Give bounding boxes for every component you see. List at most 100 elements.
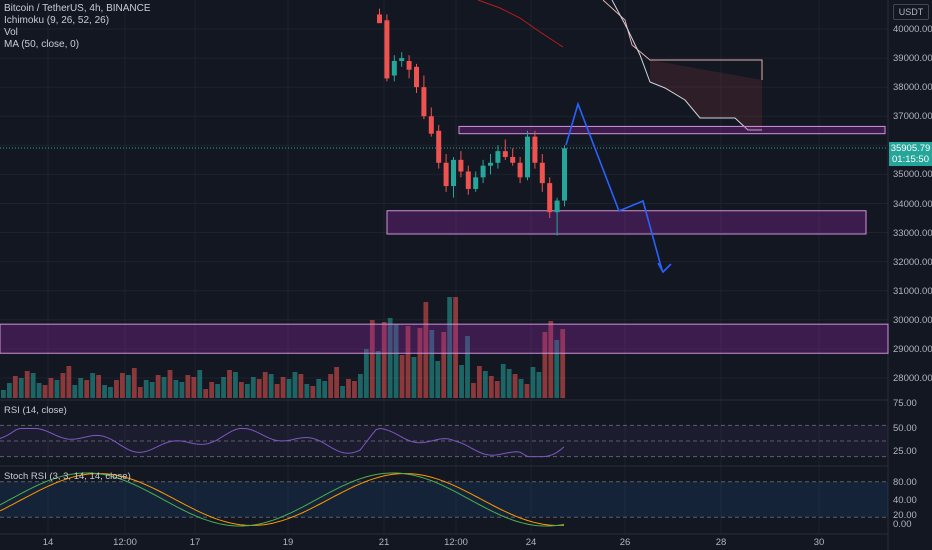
volume-bar: [477, 366, 482, 398]
candle-body: [458, 159, 464, 172]
volume-bar: [78, 378, 84, 398]
volume-bar: [215, 384, 220, 398]
price-tick-label: 30000.00: [893, 315, 932, 326]
volume-bar: [268, 374, 274, 398]
volume-bar: [358, 374, 363, 398]
candle-body: [502, 151, 508, 157]
volume-bar: [548, 321, 554, 398]
volume-bar: [280, 377, 286, 398]
candle-body: [451, 159, 456, 187]
stoch-band: [0, 481, 888, 518]
volume-bar: [512, 374, 518, 398]
volume-bar: [161, 377, 167, 398]
volume-bar: [191, 377, 197, 398]
legend-ichimoku[interactable]: Ichimoku (9, 26, 52, 26): [4, 15, 110, 26]
volume-bar: [66, 366, 72, 398]
time-axis: 14 12:00 17 19 21 12:00 24 26 28 30: [43, 537, 825, 548]
volume-bars: [1, 297, 566, 398]
volume-bar: [262, 372, 268, 398]
volume-bar: [334, 367, 339, 398]
stoch-tick-label: 80.00: [893, 477, 917, 488]
time-tick-label: 12:00: [113, 537, 137, 548]
volume-bar: [149, 382, 155, 398]
candle-body: [421, 87, 427, 117]
volume-bar: [536, 372, 542, 398]
volume-bar: [227, 370, 232, 398]
legend-ma[interactable]: MA (50, close, 0): [4, 39, 80, 50]
volume-bar: [96, 375, 101, 398]
volume-bar: [12, 376, 18, 398]
volume-bar: [465, 336, 470, 398]
price-tick-label: 34000.00: [893, 199, 932, 210]
volume-bar: [48, 378, 54, 398]
volume-bar: [488, 376, 494, 398]
time-tick-label: 14: [43, 537, 54, 548]
volume-bar: [322, 381, 328, 398]
volume-bar: [381, 322, 387, 398]
time-tick-label: 21: [379, 537, 390, 548]
last-price-tag: 35905.79 01:15:50: [889, 142, 932, 166]
volume-bar: [131, 368, 137, 398]
candle-body: [384, 20, 390, 79]
legend-vol[interactable]: Vol: [4, 27, 18, 38]
volume-bar: [102, 385, 107, 398]
currency-button[interactable]: USDT: [893, 4, 929, 20]
rsi-label[interactable]: RSI (14, close): [4, 405, 67, 416]
ma-50-line: [477, 0, 564, 48]
volume-bar: [399, 355, 405, 398]
candle-body: [488, 162, 493, 166]
candles: [377, 8, 567, 236]
volume-bar: [304, 384, 310, 398]
volume-bar: [114, 380, 119, 398]
candle-body: [473, 177, 479, 189]
candle-body: [547, 183, 553, 213]
volume-bar: [524, 384, 530, 398]
volume-bar: [108, 387, 113, 398]
legend-symbol[interactable]: Bitcoin / TetherUS, 4h, BINANCE: [4, 3, 151, 14]
time-tick-label: 12:00: [444, 537, 468, 548]
volume-bar: [500, 364, 506, 398]
volume-bar: [447, 297, 453, 398]
volume-bar: [203, 389, 209, 398]
volume-bar: [346, 379, 351, 398]
volume-bar: [340, 386, 345, 398]
volume-bar: [120, 373, 125, 398]
price-tick-label: 37000.00: [893, 111, 932, 122]
price-tick-label: 39000.00: [893, 53, 932, 64]
volume-bar: [197, 370, 203, 398]
price-tick-label: 29000.00: [893, 344, 932, 355]
volume-zone: [0, 323, 889, 354]
volume-bar: [506, 369, 512, 398]
time-tick-label: 24: [526, 537, 537, 548]
volume-bar: [72, 385, 78, 398]
stoch-tick-label: 40.00: [893, 495, 917, 506]
volume-bar: [185, 375, 191, 398]
volume-bar: [411, 357, 417, 398]
volume-bar: [530, 367, 536, 398]
volume-bar: [441, 332, 447, 398]
volume-bar: [24, 371, 30, 398]
volume-bar: [155, 375, 161, 398]
stoch-tick-label: 0.00: [893, 519, 912, 530]
volume-bar: [554, 340, 560, 398]
candle-body: [539, 162, 545, 184]
candle-body: [532, 136, 538, 163]
volume-bar: [125, 375, 131, 398]
price-axis: 40000.00 39000.00 38000.00 37000.00 35000.00…: [893, 24, 932, 530]
time-tick-label: 28: [716, 537, 727, 548]
volume-bar: [244, 384, 250, 398]
candle-body: [510, 156, 516, 163]
stoch-rsi-label[interactable]: Stoch RSI (3, 3, 14, 14, close): [4, 471, 131, 482]
price-tick-label: 38000.00: [893, 82, 932, 93]
ichimoku-cloud: [650, 60, 762, 130]
candle-body: [377, 14, 382, 24]
price-tick-label: 28000.00: [893, 373, 932, 384]
candle-body: [428, 116, 434, 134]
candle-body: [562, 148, 567, 201]
volume-bar: [179, 382, 185, 398]
volume-bar: [167, 370, 173, 398]
volume-bar: [316, 379, 322, 398]
ichimoku-span-b: [611, 0, 762, 131]
